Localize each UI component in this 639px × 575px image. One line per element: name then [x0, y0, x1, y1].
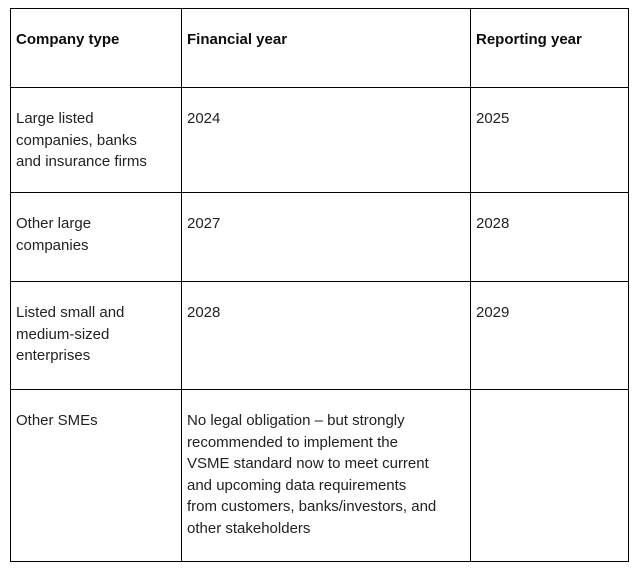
- header-row: Company type Financial year Reporting ye…: [10, 8, 629, 88]
- cell-other-large-financial-year: 2027: [181, 192, 471, 282]
- cell-other-large-company-type: Other large companies: [10, 192, 182, 282]
- cell-listed-sme-financial-year: 2028: [181, 281, 471, 390]
- header-financial-year: Financial year: [181, 8, 471, 88]
- csrd-timeline-table: Company type Financial year Reporting ye…: [10, 8, 629, 562]
- table-row-large-listed: Large listed companies, banks and insura…: [10, 87, 629, 193]
- table-row-other-smes: Other SMEs No legal obligation – but str…: [10, 389, 629, 562]
- cell-large-listed-reporting-year: 2025: [470, 87, 629, 193]
- cell-large-listed-company-type: Large listed companies, banks and insura…: [10, 87, 182, 193]
- header-reporting-year: Reporting year: [470, 8, 629, 88]
- header-company-type: Company type: [10, 8, 182, 88]
- cell-large-listed-financial-year: 2024: [181, 87, 471, 193]
- cell-other-smes-company-type: Other SMEs: [10, 389, 182, 562]
- cell-listed-sme-company-type: Listed small and medium-sized enterprise…: [10, 281, 182, 390]
- cell-other-smes-note: No legal obligation – but strongly recom…: [181, 389, 471, 562]
- cell-listed-sme-reporting-year: 2029: [470, 281, 629, 390]
- table-container: Company type Financial year Reporting ye…: [10, 8, 629, 562]
- cell-other-large-reporting-year: 2028: [470, 192, 629, 282]
- cell-other-smes-reporting-year-empty: [470, 389, 629, 562]
- table-row-listed-sme: Listed small and medium-sized enterprise…: [10, 281, 629, 390]
- table-row-other-large: Other large companies 2027 2028: [10, 192, 629, 282]
